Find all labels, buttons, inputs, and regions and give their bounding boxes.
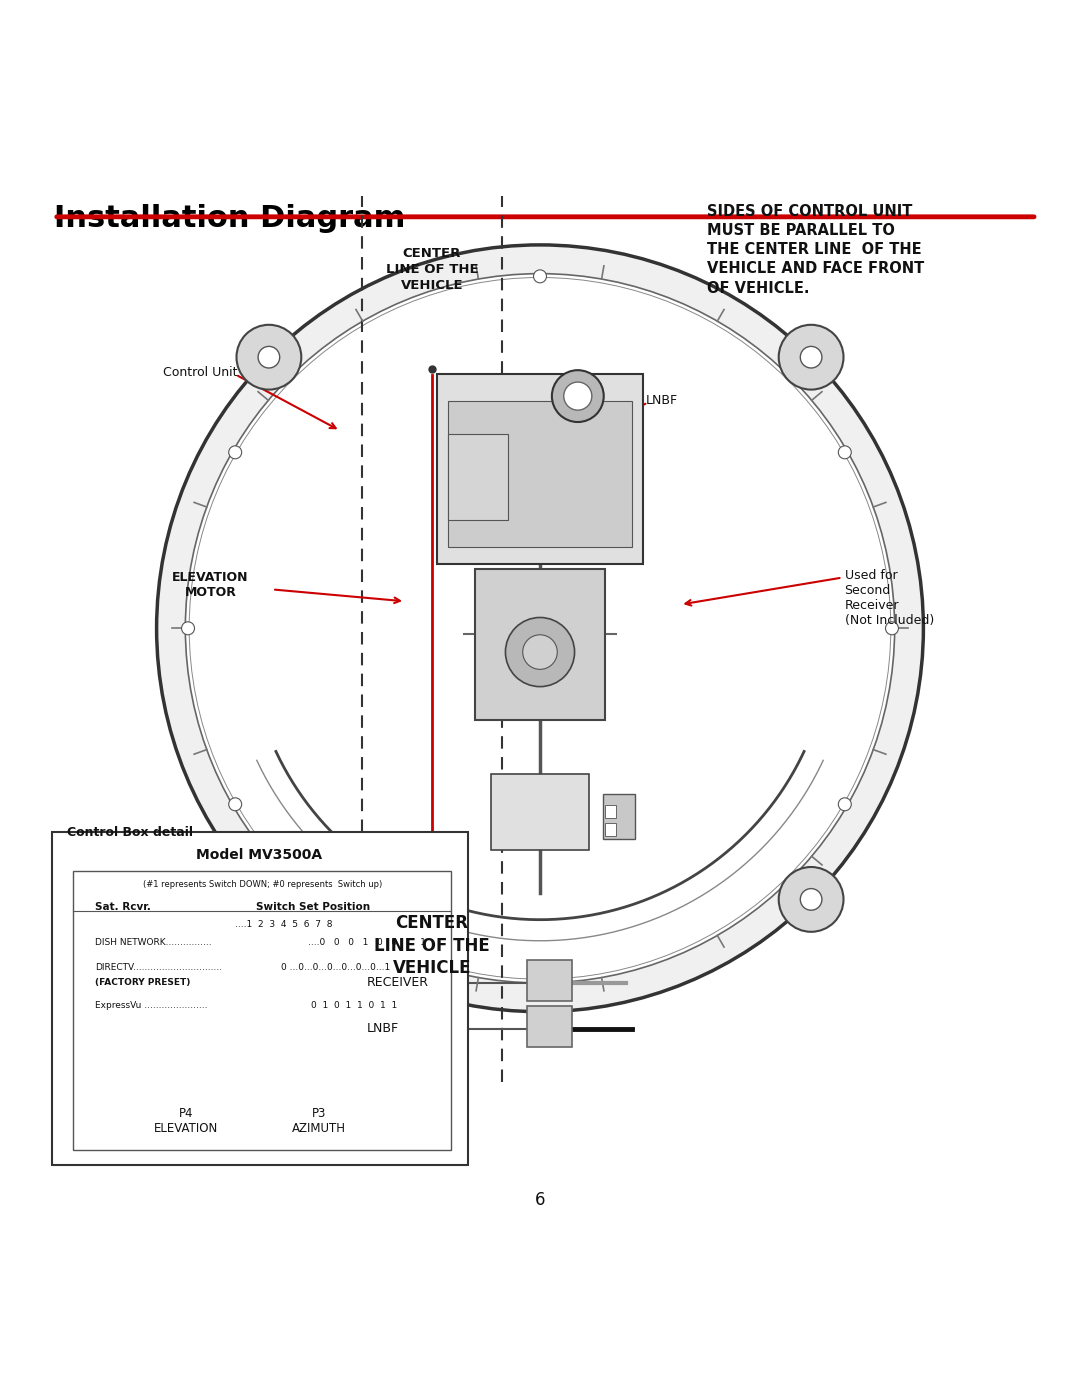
Circle shape: [237, 868, 301, 932]
Circle shape: [237, 324, 301, 390]
Text: Installation Diagram: Installation Diagram: [54, 204, 405, 233]
Text: 0  1  0  1  1  0  1  1: 0 1 0 1 1 0 1 1: [311, 1000, 397, 1010]
Circle shape: [181, 622, 194, 634]
Circle shape: [534, 270, 546, 282]
Text: P4
ELEVATION: P4 ELEVATION: [153, 1106, 218, 1134]
Bar: [603, 793, 635, 840]
Bar: [605, 806, 616, 819]
Circle shape: [886, 622, 899, 634]
Circle shape: [534, 974, 546, 986]
Circle shape: [800, 346, 822, 367]
Text: P3
AZIMUTH: P3 AZIMUTH: [292, 1106, 346, 1134]
Circle shape: [552, 370, 604, 422]
Circle shape: [800, 888, 822, 911]
Text: (#1 represents Switch DOWN; #0 represents  Switch up): (#1 represents Switch DOWN; #0 represent…: [143, 880, 382, 888]
Text: 6: 6: [535, 1190, 545, 1208]
Text: ELEVATION
MOTOR: ELEVATION MOTOR: [173, 571, 248, 599]
Circle shape: [186, 274, 894, 983]
Text: LNBF: LNBF: [646, 394, 678, 407]
Text: DIRECTV...............................: DIRECTV...............................: [95, 963, 222, 972]
Circle shape: [258, 888, 280, 911]
Circle shape: [564, 381, 592, 411]
Text: Control Unit: Control Unit: [163, 366, 237, 379]
Text: LNBF: LNBF: [367, 1023, 400, 1035]
Text: ExpressVu ......................: ExpressVu ......................: [95, 1000, 207, 1010]
Text: CENTER
LINE OF THE
VEHICLE: CENTER LINE OF THE VEHICLE: [386, 247, 478, 292]
Text: Control Box detail: Control Box detail: [67, 826, 193, 840]
Circle shape: [838, 798, 851, 810]
Bar: [448, 434, 508, 520]
Circle shape: [229, 446, 242, 458]
Text: (FACTORY PRESET): (FACTORY PRESET): [95, 978, 190, 988]
Circle shape: [779, 324, 843, 390]
Bar: [491, 774, 589, 849]
Circle shape: [258, 346, 280, 367]
Circle shape: [157, 244, 923, 1011]
Bar: [448, 401, 632, 548]
Text: CENTER
LINE OF THE
VEHICLE: CENTER LINE OF THE VEHICLE: [374, 915, 490, 977]
Circle shape: [838, 446, 851, 458]
Bar: [73, 872, 451, 1150]
Text: ....1  2  3  4  5  6  7  8: ....1 2 3 4 5 6 7 8: [235, 919, 333, 929]
Bar: [437, 374, 643, 563]
Text: Used for
Second
Receiver
(Not Included): Used for Second Receiver (Not Included): [845, 569, 934, 627]
Bar: [52, 833, 468, 1165]
Text: Sat. Rcvr.: Sat. Rcvr.: [95, 901, 151, 911]
Text: Switch Set Position: Switch Set Position: [256, 901, 370, 911]
Bar: [527, 960, 572, 1000]
Bar: [605, 823, 616, 835]
Circle shape: [523, 634, 557, 669]
Text: SIDES OF CONTROL UNIT
MUST BE PARALLEL TO
THE CENTER LINE  OF THE
VEHICLE AND FA: SIDES OF CONTROL UNIT MUST BE PARALLEL T…: [707, 204, 924, 296]
Bar: [475, 569, 605, 719]
Bar: [527, 1006, 572, 1048]
Text: RECEIVER: RECEIVER: [367, 977, 429, 989]
Text: Model MV3500A: Model MV3500A: [197, 848, 322, 862]
Circle shape: [505, 617, 575, 686]
Circle shape: [229, 798, 242, 810]
Text: ....0   0   0   1   0   0   1   1: ....0 0 0 1 0 0 1 1: [308, 939, 426, 947]
Circle shape: [779, 868, 843, 932]
Text: 0 ...0...0...0...0...0...0...1: 0 ...0...0...0...0...0...0...1: [281, 963, 390, 972]
Text: DISH NETWORK................: DISH NETWORK................: [95, 939, 212, 947]
